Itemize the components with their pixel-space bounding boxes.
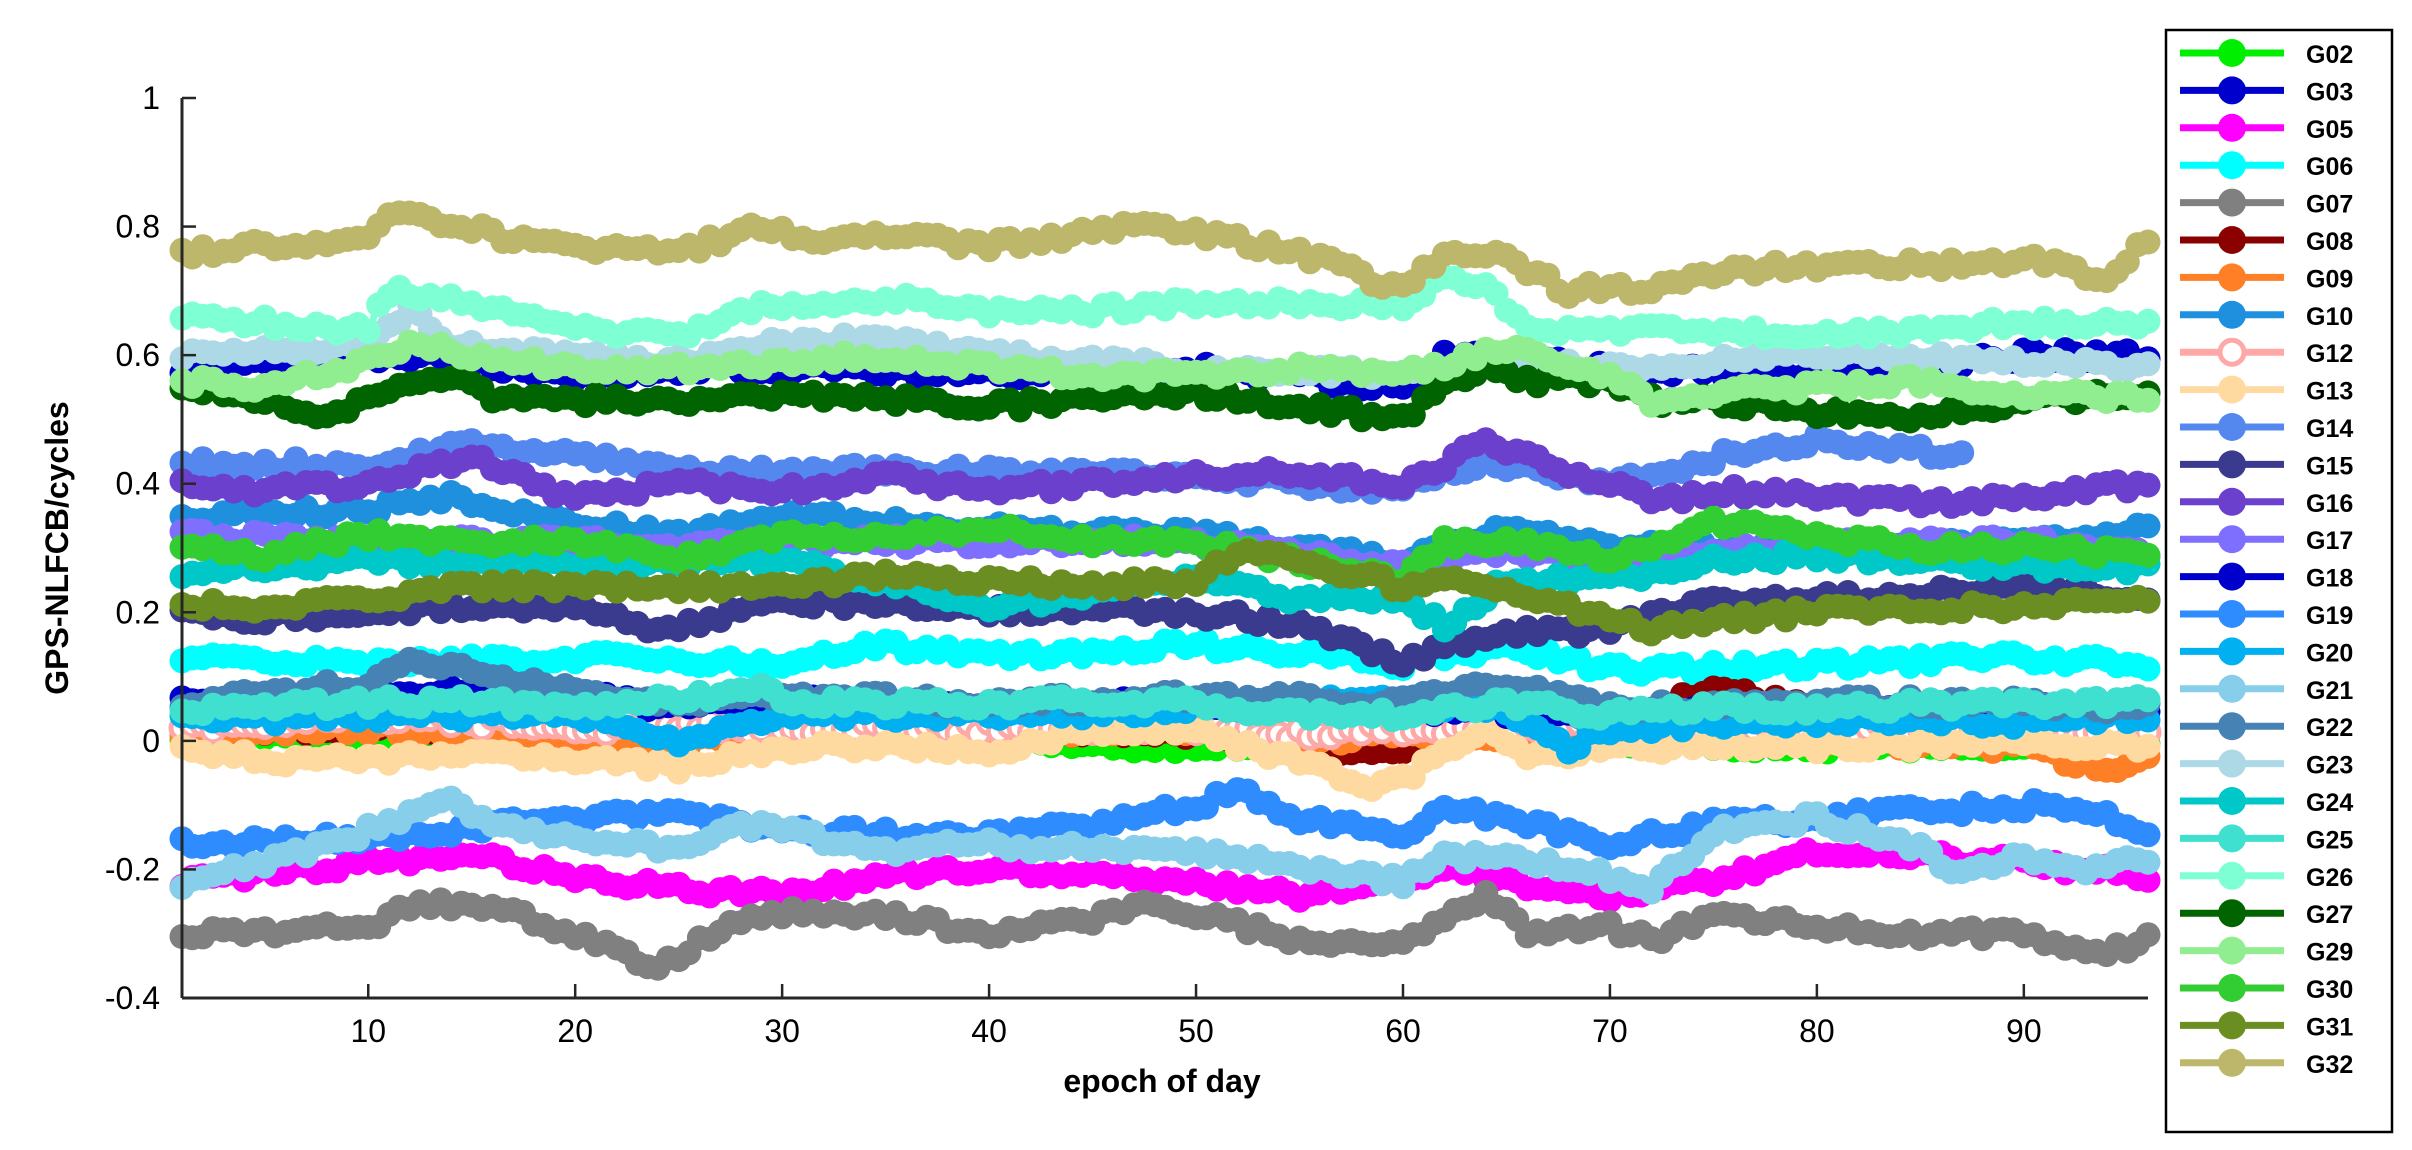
data-point (2135, 472, 2161, 498)
series-G16 (169, 427, 2161, 519)
data-point (2135, 513, 2161, 539)
data-point (2135, 308, 2161, 334)
series-G06 (169, 628, 2161, 687)
series-G07 (169, 880, 2161, 981)
data-point (2135, 849, 2161, 875)
data-point (2135, 867, 2161, 893)
series-layer (168, 200, 2162, 981)
data-point (355, 319, 381, 344)
series-G13 (169, 711, 2161, 802)
data-point (2135, 656, 2161, 682)
data-point (1949, 440, 1975, 466)
data-point (2135, 351, 2161, 377)
data-point (2135, 922, 2161, 948)
series-G15 (169, 570, 2161, 678)
data-point (2135, 687, 2161, 713)
data-point (2135, 387, 2161, 413)
data-point (2135, 733, 2161, 759)
data-point (2135, 822, 2161, 848)
